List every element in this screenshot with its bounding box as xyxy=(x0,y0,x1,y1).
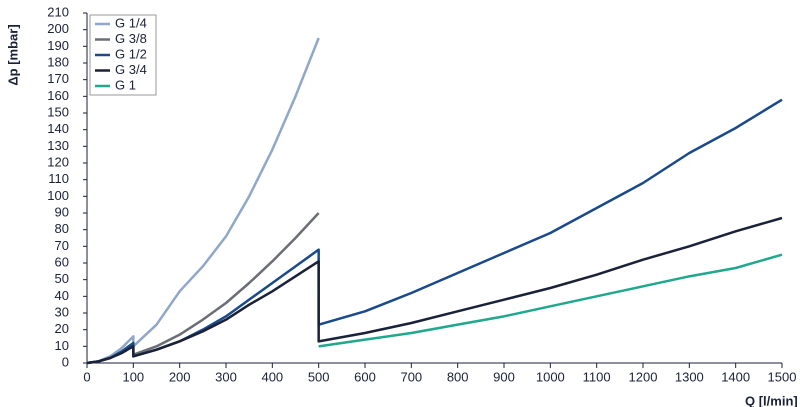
x-tick-label: 300 xyxy=(215,369,237,384)
series-line xyxy=(86,216,783,365)
x-tick-label: 1000 xyxy=(536,369,565,384)
x-tick-label: 1400 xyxy=(721,369,750,384)
y-tick-label: 90 xyxy=(55,204,69,219)
series-line xyxy=(86,98,783,365)
x-tick-label: 1100 xyxy=(583,369,611,384)
legend-label: G 1/4 xyxy=(115,15,147,30)
legend-label: G 3/8 xyxy=(115,31,147,46)
legend-label: G 3/4 xyxy=(115,62,147,77)
legend-box xyxy=(89,14,157,96)
y-tick-label: 200 xyxy=(47,21,69,36)
y-tick-label: 70 xyxy=(55,238,69,253)
y-tick-label: 140 xyxy=(47,121,69,136)
y-tick-label: 100 xyxy=(47,188,69,203)
x-tick-label: 900 xyxy=(493,369,515,384)
y-tick-label: 160 xyxy=(47,88,69,103)
x-tick-label: 1300 xyxy=(675,369,704,384)
x-tick-label: 0 xyxy=(83,369,90,384)
x-tick-label: 800 xyxy=(447,369,469,384)
y-tick-label: 80 xyxy=(55,221,69,236)
legend-label: G 1/2 xyxy=(115,46,147,61)
y-tick-label: 30 xyxy=(55,304,69,319)
x-tick-label: 600 xyxy=(354,369,376,384)
x-tick-label: 100 xyxy=(122,369,144,384)
series-line xyxy=(86,37,320,365)
y-tick-label: 40 xyxy=(55,288,69,303)
x-tick-label: 400 xyxy=(261,369,283,384)
y-tick-label: 190 xyxy=(47,38,69,53)
y-tick-label: 170 xyxy=(47,71,69,86)
x-tick-label: 1200 xyxy=(629,369,658,384)
y-axis-label: Δp [mbar] xyxy=(5,24,20,85)
x-tick-label: 200 xyxy=(169,369,191,384)
y-tick-label: 110 xyxy=(48,171,69,186)
y-tick-label: 120 xyxy=(47,154,69,169)
x-tick-label: 500 xyxy=(308,369,330,384)
y-tick-label: 0 xyxy=(62,354,69,369)
y-tick-label: 20 xyxy=(55,321,69,336)
y-tick-label: 130 xyxy=(47,138,69,153)
series-line xyxy=(86,212,320,365)
x-axis-label: Q [l/min] xyxy=(745,393,798,407)
y-tick-label: 60 xyxy=(55,254,69,269)
y-tick-label: 50 xyxy=(55,271,69,286)
x-tick-label: 700 xyxy=(400,369,422,384)
legend-label: G 1 xyxy=(115,77,136,92)
y-tick-label: 210 xyxy=(47,4,69,19)
x-tick-label: 1500 xyxy=(768,369,797,384)
series-line xyxy=(318,253,783,348)
y-tick-label: 150 xyxy=(47,104,69,119)
y-tick-label: 10 xyxy=(55,338,69,353)
y-tick-label: 180 xyxy=(47,54,69,69)
